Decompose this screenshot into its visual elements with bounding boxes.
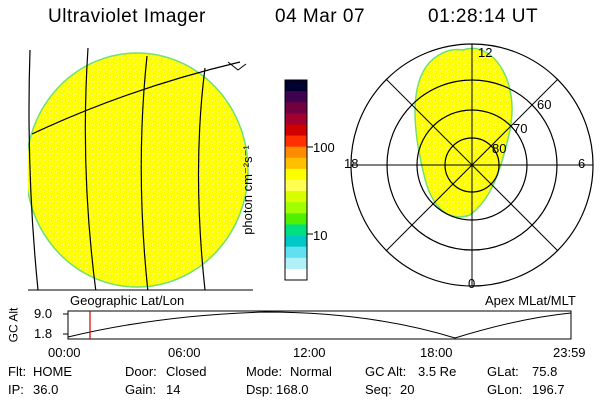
- left-panel-caption: Geographic Lat/Lon: [70, 293, 185, 308]
- date: 04 Mar 07: [275, 6, 366, 27]
- colorbar-segment: [285, 80, 307, 92]
- colorbar-segment: [285, 180, 307, 192]
- status-door-value: Closed: [166, 364, 207, 379]
- coast-mark: [227, 61, 247, 71]
- geographic-image: [28, 47, 249, 290]
- time: 01:28:14 UT: [428, 6, 539, 27]
- colorbar-segment: [285, 113, 307, 125]
- status-seq-value: 20: [400, 382, 415, 397]
- status-ip-label: IP:: [8, 382, 24, 397]
- lat-label-60: 60: [537, 97, 552, 112]
- altitude-ylabel: GC Alt: [6, 307, 21, 343]
- mlt-label-top: 12: [478, 45, 493, 60]
- status-glon-value: 196.7: [532, 382, 565, 397]
- polar-plot: [350, 43, 594, 287]
- xtick-0000: 00:00: [48, 345, 81, 360]
- status-gain-value: 14: [166, 382, 181, 397]
- xtick-1200: 12:00: [293, 345, 326, 360]
- earth-disk: [28, 52, 249, 288]
- status-glat-label: GLat:: [487, 364, 519, 379]
- status-gcalt-label: GC Alt:: [365, 364, 407, 379]
- status-door-label: Door:: [125, 364, 157, 379]
- mlt-label-right: 6: [578, 156, 586, 171]
- colorbar-tick-100: 100: [313, 140, 335, 155]
- xtick-2359: 23:59: [553, 345, 586, 360]
- colorbar-segment: [285, 268, 307, 281]
- colorbar-segment: [285, 135, 307, 148]
- lon-line: [84, 47, 97, 290]
- lat-label-70: 70: [513, 121, 528, 136]
- lat-label-80: 80: [492, 141, 507, 156]
- altitude-ytick-low: 1.8: [34, 326, 53, 341]
- colorbar-frame: [284, 79, 308, 281]
- altitude-plot-frame: [67, 310, 572, 340]
- colorbar-tick-10: 10: [313, 228, 328, 243]
- colorbar-segment: [285, 213, 307, 225]
- mlt-label-left: 18: [344, 156, 359, 171]
- status-flt-label: Flt:: [8, 364, 27, 379]
- colorbar-segment: [285, 168, 307, 181]
- colorbar-segment: [285, 146, 307, 159]
- lon-line: [140, 55, 149, 290]
- colorbar-segment: [285, 224, 307, 237]
- status-ip-value: 36.0: [33, 382, 59, 397]
- title: Ultraviolet Imager: [48, 6, 206, 27]
- status-gain-label: Gain:: [125, 382, 157, 397]
- colorbar-segment: [285, 124, 307, 137]
- lon-line: [28, 49, 39, 290]
- colorbar-segment: [285, 246, 307, 259]
- colorbar-unit-label: photon cm⁻²s⁻¹: [239, 145, 255, 235]
- colorbar-segment: [285, 191, 307, 203]
- status-flt-value: HOME: [33, 364, 72, 379]
- status-dsp-label: Dsp:: [246, 382, 273, 397]
- status-mode-value: Normal: [290, 364, 332, 379]
- status-seq-label: Seq:: [365, 382, 392, 397]
- colorbar-segment: [285, 235, 307, 248]
- xtick-0600: 06:00: [168, 345, 201, 360]
- lat-line: [31, 61, 241, 135]
- status-dsp-value: 168.0: [276, 382, 309, 397]
- colorbar-segment: [285, 202, 307, 214]
- status-mode-label: Mode:: [246, 364, 283, 379]
- mlt-label-bottom: 0: [468, 276, 476, 291]
- status-gcalt-value: 3.5 Re: [418, 364, 457, 379]
- auroral-oval: [414, 47, 513, 218]
- lon-line: [197, 67, 206, 290]
- colorbar-segment: [285, 102, 307, 114]
- colorbar: [285, 80, 307, 281]
- colorbar-segment: [285, 91, 307, 103]
- colorbar-segment: [285, 257, 307, 270]
- mlt-line-diag: [385, 78, 559, 252]
- status-glat-value: 75.8: [532, 364, 558, 379]
- colorbar-segment: [285, 157, 307, 170]
- xtick-1800: 18:00: [420, 345, 453, 360]
- status-glon-label: GLon:: [487, 382, 523, 397]
- altitude-ytick-high: 9.0: [34, 306, 53, 321]
- right-panel-caption: Apex MLat/MLT: [485, 293, 576, 308]
- altitude-curve: [67, 311, 572, 339]
